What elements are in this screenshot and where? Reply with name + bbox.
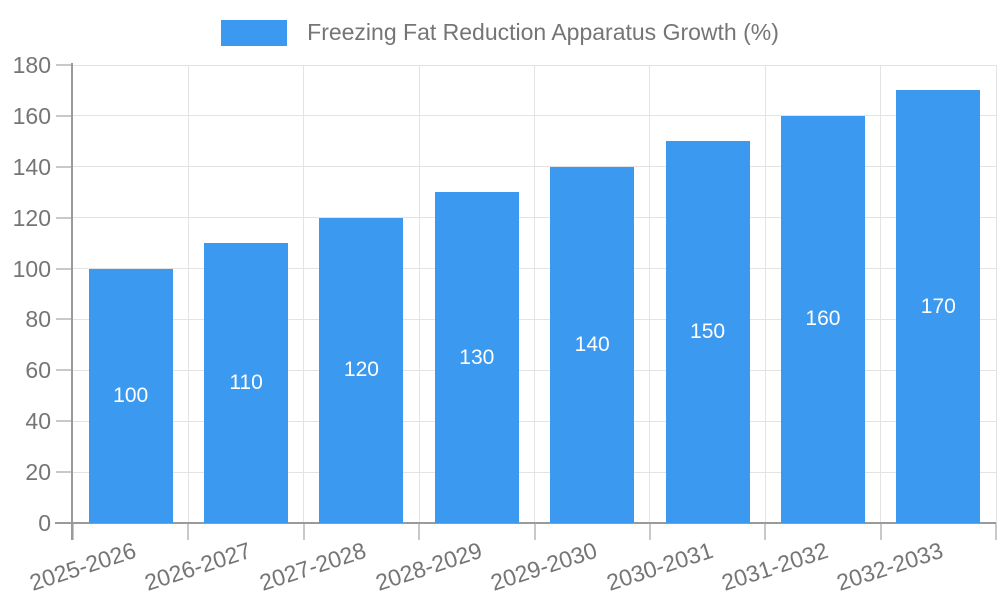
x-axis-tick (187, 523, 190, 540)
x-axis-tick (764, 523, 767, 540)
x-tick-label: 2026-2027 (141, 537, 255, 596)
gridline-vertical (764, 65, 766, 523)
y-axis-tick (56, 165, 73, 168)
gridline-vertical (187, 65, 189, 523)
x-tick-label: 2028-2029 (372, 537, 485, 596)
y-tick-label: 0 (38, 510, 51, 536)
bar-value-label: 150 (690, 320, 726, 344)
bar-value-label: 160 (805, 307, 841, 331)
bar (319, 217, 404, 523)
y-tick-label: 180 (12, 52, 51, 78)
x-axis-tick (995, 523, 997, 540)
x-axis-tick (533, 523, 536, 540)
gridline-vertical (995, 65, 997, 523)
legend-label: Freezing Fat Reduction Apparatus Growth … (307, 19, 779, 45)
y-axis-tick (56, 369, 73, 372)
bar (896, 90, 981, 523)
y-axis-tick (56, 267, 73, 270)
x-axis-tick (879, 523, 882, 540)
bar (665, 141, 750, 523)
y-tick-label: 20 (25, 459, 51, 486)
y-tick-label: 60 (25, 357, 51, 384)
gridline-vertical (418, 65, 420, 523)
x-tick-label: 2025-2026 (26, 537, 139, 596)
gridline-vertical (303, 65, 305, 523)
x-tick-label: 2027-2028 (256, 537, 370, 596)
x-tick-label: 2031-2032 (718, 537, 831, 596)
bar-value-label: 140 (574, 332, 610, 356)
y-axis-tick (56, 216, 73, 219)
bar-value-label: 170 (920, 294, 956, 318)
y-axis-tick (56, 64, 73, 66)
y-axis-tick (56, 471, 73, 474)
y-tick-label: 140 (12, 153, 51, 180)
bar-value-label: 130 (459, 345, 495, 369)
x-axis-line (55, 522, 996, 524)
legend-swatch (221, 19, 288, 46)
y-tick-label: 100 (12, 255, 51, 282)
x-axis-tick (648, 523, 651, 540)
bar (88, 268, 173, 523)
bar-value-label: 110 (229, 371, 263, 395)
y-axis-tick (56, 114, 73, 117)
y-axis-tick (56, 420, 73, 423)
y-tick-label: 80 (25, 306, 51, 333)
x-tick-label: 2030-2031 (602, 537, 716, 596)
x-axis-tick (302, 523, 305, 540)
y-axis-tick (56, 318, 73, 321)
bar-value-label: 120 (343, 358, 379, 382)
gridline-vertical (880, 65, 882, 523)
bar (434, 192, 519, 523)
bar-value-label: 100 (113, 383, 149, 407)
x-tick-label: 2029-2030 (487, 537, 601, 596)
gridline-vertical (649, 65, 651, 523)
y-axis-line (71, 63, 73, 540)
y-tick-label: 160 (12, 102, 51, 129)
bar (550, 166, 635, 523)
y-tick-label: 40 (25, 408, 51, 435)
x-axis-tick (72, 523, 74, 540)
bar (780, 115, 865, 523)
y-tick-label: 120 (12, 204, 51, 231)
x-axis-tick (418, 523, 421, 540)
chart-legend[interactable]: Freezing Fat Reduction Apparatus Growth … (0, 19, 1000, 46)
x-tick-label: 2032-2033 (833, 537, 947, 596)
bar (204, 243, 289, 523)
gridline-vertical (534, 65, 535, 523)
